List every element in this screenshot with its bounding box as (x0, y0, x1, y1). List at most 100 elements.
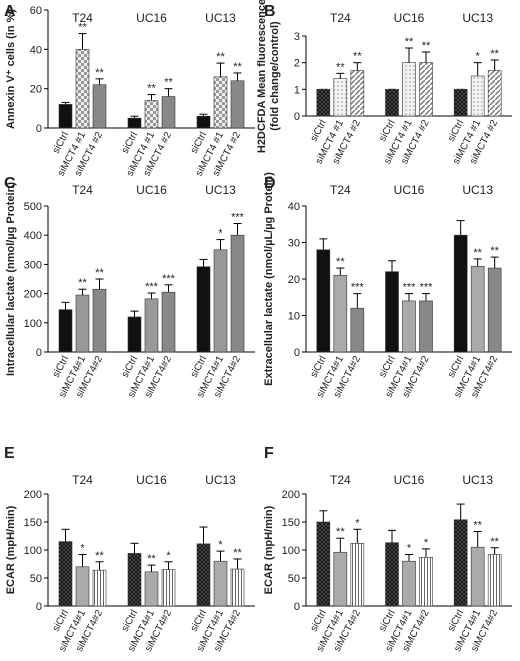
y-axis-label: H2DCFDA Mean fluorescence (256, 0, 268, 153)
y-tick-label: 40 (30, 44, 42, 56)
significance-label: * (407, 542, 412, 554)
bar (196, 543, 211, 607)
group-label: UC13 (205, 11, 236, 25)
bar (92, 84, 107, 129)
significance-label: *** (403, 282, 417, 294)
bar (58, 104, 73, 129)
bar (316, 521, 331, 607)
group-label: T24 (72, 473, 93, 487)
bar (487, 554, 502, 607)
bar (58, 309, 73, 353)
significance-label: ** (78, 22, 87, 34)
bar (230, 234, 245, 353)
bar (92, 569, 107, 607)
bar (196, 266, 211, 353)
y-tick-label: 0 (294, 601, 300, 613)
y-tick-label: 200 (282, 489, 300, 501)
bar (144, 571, 159, 607)
significance-label: ** (95, 267, 104, 279)
y-tick-label: 0 (36, 347, 42, 359)
significance-label: ** (405, 36, 414, 48)
y-tick-label: 150 (24, 517, 42, 529)
bar (350, 307, 365, 353)
bar (419, 300, 433, 353)
panel-label: E (4, 445, 15, 462)
bar (75, 49, 90, 129)
significance-label: ** (336, 256, 345, 268)
group-label: UC13 (462, 473, 493, 487)
group-label: UC16 (136, 473, 167, 487)
bar (58, 541, 73, 607)
y-tick-label: 500 (24, 201, 42, 213)
significance-label: ** (233, 61, 242, 73)
group-label: UC16 (136, 183, 167, 197)
y-tick-label: 100 (24, 318, 42, 330)
bar (161, 96, 176, 129)
bar (161, 569, 176, 607)
bar (487, 70, 502, 117)
bar (333, 78, 348, 117)
panel-label: D (264, 175, 276, 192)
significance-label: ** (336, 526, 345, 538)
bar (402, 300, 416, 353)
significance-label: ** (164, 77, 173, 89)
significance-label: ** (473, 247, 482, 259)
significance-label: *** (231, 212, 245, 224)
y-axis-label: Annexin V⁺ cells (in %) (5, 9, 17, 129)
significance-label: ** (473, 520, 482, 532)
y-tick-label: 0 (36, 601, 42, 613)
significance-label: ** (147, 83, 156, 95)
bar (453, 234, 468, 353)
y-axis-label: Intracellular lactate (nmol/µg Protein) (5, 182, 17, 376)
significance-label: ** (78, 277, 87, 289)
significance-label: ** (95, 67, 104, 79)
y-tick-label: 400 (24, 230, 42, 242)
bar (144, 100, 159, 129)
bar (144, 298, 159, 353)
significance-label: * (80, 542, 85, 554)
significance-label: * (424, 537, 429, 549)
group-label: T24 (72, 11, 93, 25)
significance-label: * (218, 539, 223, 551)
significance-label: *** (162, 273, 176, 285)
significance-label: ** (336, 61, 345, 73)
y-tick-label: 1 (294, 84, 300, 96)
y-tick-label: 50 (30, 573, 42, 585)
significance-label: ** (353, 51, 362, 63)
bar (453, 89, 468, 117)
y-tick-label: 2 (294, 58, 300, 70)
group-label: T24 (72, 183, 93, 197)
y-tick-label: 10 (288, 311, 300, 323)
bar (385, 271, 399, 353)
y-tick-label: 20 (288, 274, 300, 286)
y-tick-label: 40 (288, 201, 300, 213)
y-tick-label: 3 (294, 31, 300, 43)
y-tick-label: 0 (294, 111, 300, 123)
y-tick-label: 0 (294, 347, 300, 359)
bar (385, 89, 399, 117)
bar (470, 75, 485, 117)
y-axis-label: ECAR (mpH/min) (263, 505, 275, 594)
significance-label: ** (490, 245, 499, 257)
significance-label: ** (490, 536, 499, 548)
group-label: T24 (330, 473, 351, 487)
bar (453, 519, 468, 607)
y-tick-label: 200 (24, 289, 42, 301)
y-tick-label: 30 (288, 238, 300, 250)
bar (75, 566, 90, 607)
y-axis-label: ECAR (mpH/min) (5, 505, 17, 594)
y-tick-label: 60 (30, 5, 42, 17)
significance-label: ** (147, 553, 156, 565)
group-label: T24 (330, 11, 351, 25)
y-tick-label: 150 (282, 517, 300, 529)
bar (230, 80, 245, 129)
group-label: UC13 (205, 183, 236, 197)
bar (213, 560, 228, 607)
significance-label: ** (233, 547, 242, 559)
bar (350, 70, 365, 117)
group-label: UC16 (394, 473, 425, 487)
significance-label: * (218, 228, 223, 240)
significance-label: * (476, 51, 481, 63)
panel-label: A (4, 3, 16, 20)
